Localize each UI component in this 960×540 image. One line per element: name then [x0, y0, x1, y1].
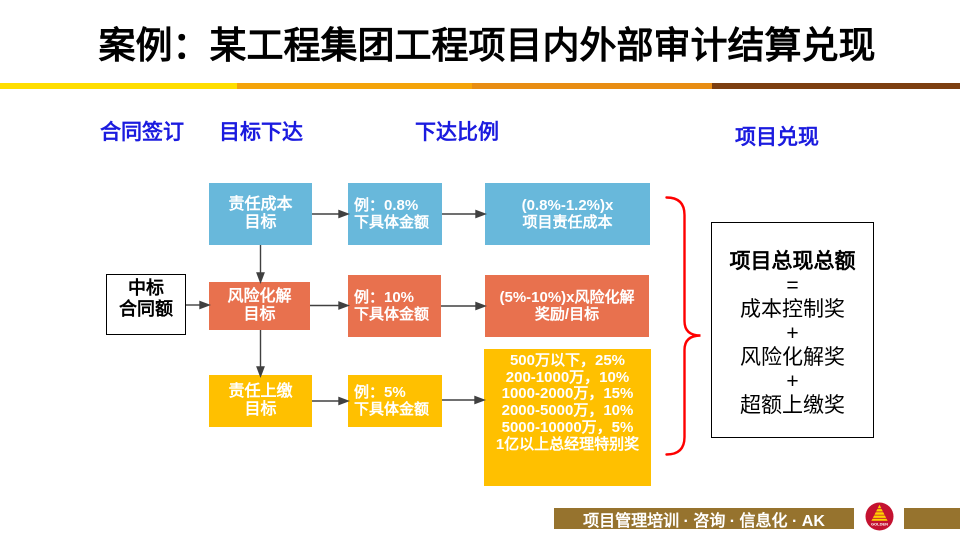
svg-text:GOLDEN: GOLDEN [871, 522, 888, 527]
